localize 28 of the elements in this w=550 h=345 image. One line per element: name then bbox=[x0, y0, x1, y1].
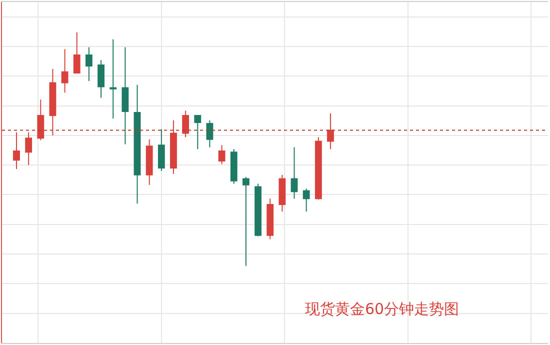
candlestick bbox=[182, 110, 190, 138]
text: 现货黄金60分钟走势图 bbox=[305, 300, 460, 318]
candlestick bbox=[158, 128, 165, 172]
candlestick bbox=[49, 68, 56, 136]
candlestick bbox=[98, 60, 104, 98]
candlestick bbox=[122, 46, 129, 145]
candlestick bbox=[25, 132, 32, 166]
candlestick bbox=[218, 144, 226, 165]
candlestick bbox=[266, 198, 274, 240]
candlestick bbox=[206, 120, 214, 148]
candlestick bbox=[86, 46, 92, 82]
candlestick bbox=[194, 115, 202, 150]
candlestick bbox=[290, 146, 298, 200]
candlestick bbox=[73, 32, 80, 74]
candlestick bbox=[242, 176, 250, 266]
candlestick bbox=[170, 120, 177, 174]
candlestick bbox=[314, 136, 322, 200]
candlestick bbox=[134, 84, 141, 204]
candlestick bbox=[13, 132, 20, 170]
candlestick bbox=[146, 138, 153, 186]
candlestick bbox=[254, 183, 262, 237]
candlestick bbox=[302, 188, 310, 212]
candlestick bbox=[110, 38, 117, 120]
candlestick bbox=[278, 174, 286, 212]
candlestick bbox=[37, 99, 44, 141]
candlestick bbox=[230, 148, 238, 184]
candlestick bbox=[327, 112, 334, 150]
candlestick bbox=[61, 48, 68, 94]
